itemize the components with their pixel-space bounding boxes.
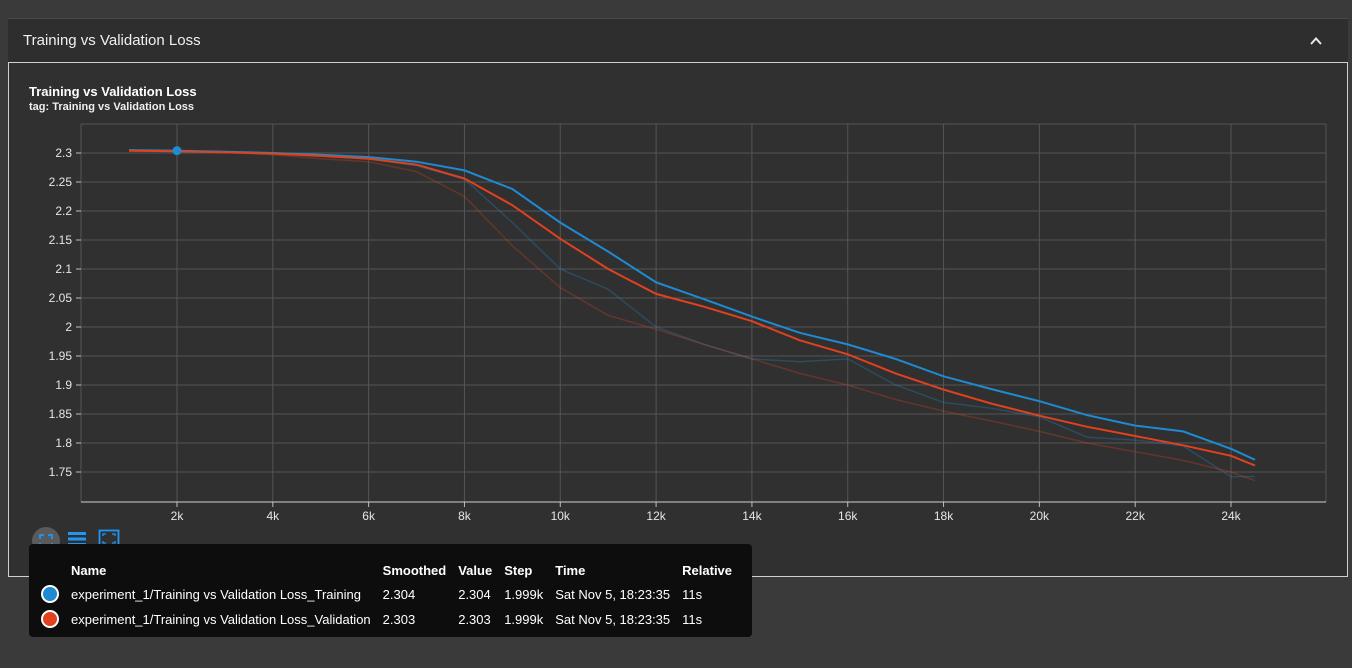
hover-tooltip: Name Smoothed Value Step Time Relative e… (29, 544, 752, 637)
tooltip-color-header (35, 560, 65, 581)
raw-line-training (129, 149, 1255, 478)
tooltip-row-relative: 11s (682, 611, 703, 627)
raw-series-lines (129, 149, 1256, 482)
tooltip-row-name: experiment_1/Training vs Validation Loss… (71, 586, 362, 602)
hover-marker (172, 146, 182, 156)
chart-axes: 2k 4k 6k 8k 10k 12k 14k 16k 18k 20k 22k 24k 1.75 1.8 1… (49, 146, 1326, 523)
x-tick-label: 12k (646, 509, 666, 523)
y-tick-label: 2.25 (49, 175, 73, 189)
y-tick-label: 2 (65, 320, 72, 334)
tooltip-row-training: experiment_1/Training vs Validation Loss… (35, 581, 738, 606)
tooltip-row-step: 1.999k (504, 611, 544, 627)
chart-grid (80, 123, 1327, 502)
tooltip-smoothed-header: Smoothed (382, 563, 447, 578)
tooltip-header-row: Name Smoothed Value Step Time Relative (35, 560, 738, 581)
chart-tag: tag: Training vs Validation Loss (29, 101, 195, 113)
x-tick-label: 22k (1126, 509, 1146, 523)
x-tick-label: 2k (171, 509, 185, 523)
tooltip-table: Name Smoothed Value Step Time Relative e… (35, 560, 738, 631)
tooltip-row-smoothed: 2.303 (382, 611, 416, 627)
tooltip-row-value: 2.303 (458, 611, 491, 627)
card-header[interactable]: Training vs Validation Loss (8, 18, 1348, 62)
tooltip-step-header: Step (504, 563, 533, 578)
smoothed-line-validation (129, 149, 1256, 467)
x-tick-label: 18k (934, 509, 954, 523)
y-tick-label: 1.9 (55, 378, 72, 392)
y-tick-label: 1.95 (49, 349, 73, 363)
y-tick-label: 1.85 (49, 407, 73, 421)
series-color-dot (41, 585, 59, 603)
chart-card: Training vs Validation Loss tag: Trainin… (8, 62, 1348, 577)
x-tick-label: 10k (551, 509, 571, 523)
tooltip-row-name: experiment_1/Training vs Validation Loss… (71, 611, 371, 627)
x-tick-label: 16k (838, 509, 858, 523)
y-tick-label: 1.8 (55, 436, 72, 450)
chart-title: Training vs Validation Loss (29, 84, 197, 99)
series-color-dot (41, 610, 59, 628)
tooltip-time-header: Time (555, 563, 586, 578)
collapse-button[interactable] (1304, 29, 1328, 53)
y-tick-label: 1.75 (49, 465, 73, 479)
x-tick-label: 20k (1030, 509, 1050, 523)
series-color-cell (35, 606, 65, 631)
series-color-cell (35, 581, 65, 606)
tooltip-row-value: 2.304 (458, 586, 491, 602)
tooltip-value-header: Value (458, 563, 493, 578)
tooltip-row-step: 1.999k (504, 586, 544, 602)
x-tick-label: 14k (742, 509, 762, 523)
tooltip-row-time: Sat Nov 5, 18:23:35 (555, 611, 671, 627)
y-tick-label: 2.1 (55, 262, 72, 276)
y-tick-label: 2.3 (55, 146, 72, 160)
tooltip-row-smoothed: 2.304 (382, 586, 416, 602)
fit-domain-icon (39, 534, 53, 548)
tooltip-row-time: Sat Nov 5, 18:23:35 (555, 586, 671, 602)
tooltip-name-header: Name (71, 563, 107, 578)
raw-line-validation (129, 149, 1256, 482)
smoothed-line-training (129, 149, 1256, 461)
y-tick-label: 2.15 (49, 233, 73, 247)
tooltip-row-relative: 11s (682, 586, 703, 602)
smoothed-series-lines (129, 149, 1256, 467)
tooltip-relative-header: Relative (682, 563, 733, 578)
hover-point (172, 146, 182, 156)
x-tick-label: 6k (362, 509, 376, 523)
card-title: Training vs Validation Loss (23, 32, 201, 49)
x-tick-label: 8k (458, 509, 472, 523)
y-tick-label: 2.2 (55, 204, 72, 218)
x-tick-label: 24k (1221, 509, 1241, 523)
y-tick-label: 2.05 (49, 291, 73, 305)
chevron-up-icon (1310, 37, 1322, 45)
tooltip-row-validation: experiment_1/Training vs Validation Loss… (35, 606, 738, 631)
x-tick-label: 4k (266, 509, 280, 523)
